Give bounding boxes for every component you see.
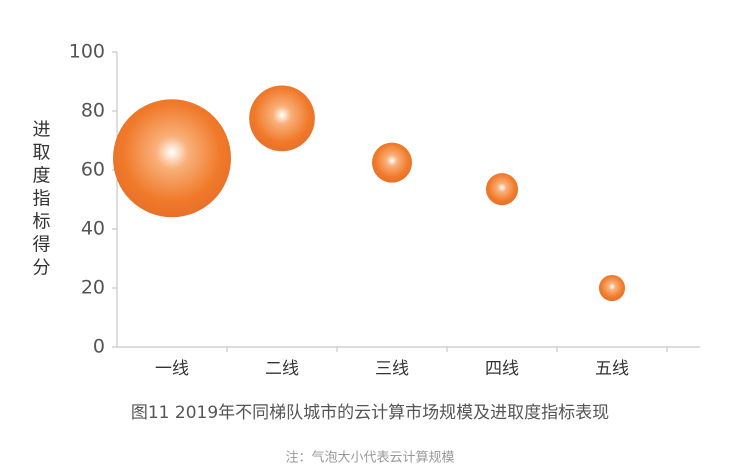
bubble <box>249 85 315 152</box>
bubble <box>485 173 519 206</box>
y-tick-label: 40 <box>81 218 105 240</box>
y-tick-label: 0 <box>93 336 105 358</box>
caption: 图11 2019年不同梯队城市的云计算市场规模及进取度指标表现 <box>131 403 609 423</box>
y-tick-label: 80 <box>81 100 105 122</box>
y-tick-label: 100 <box>69 41 105 63</box>
note: 注：气泡大小代表云计算规模 <box>285 450 454 466</box>
y-tick-label: 60 <box>81 159 105 181</box>
x-tick-label: 二线 <box>265 359 299 379</box>
x-tick-label: 四线 <box>485 359 519 379</box>
bubble <box>598 274 626 302</box>
x-tick-label: 五线 <box>595 359 629 379</box>
x-tick-label: 三线 <box>375 359 409 379</box>
y-tick-label: 20 <box>81 277 105 299</box>
bubble <box>371 142 413 183</box>
x-tick-label: 一线 <box>155 359 189 379</box>
y-axis-label: 进取度指标得分 <box>30 119 51 280</box>
bubble <box>113 99 231 218</box>
